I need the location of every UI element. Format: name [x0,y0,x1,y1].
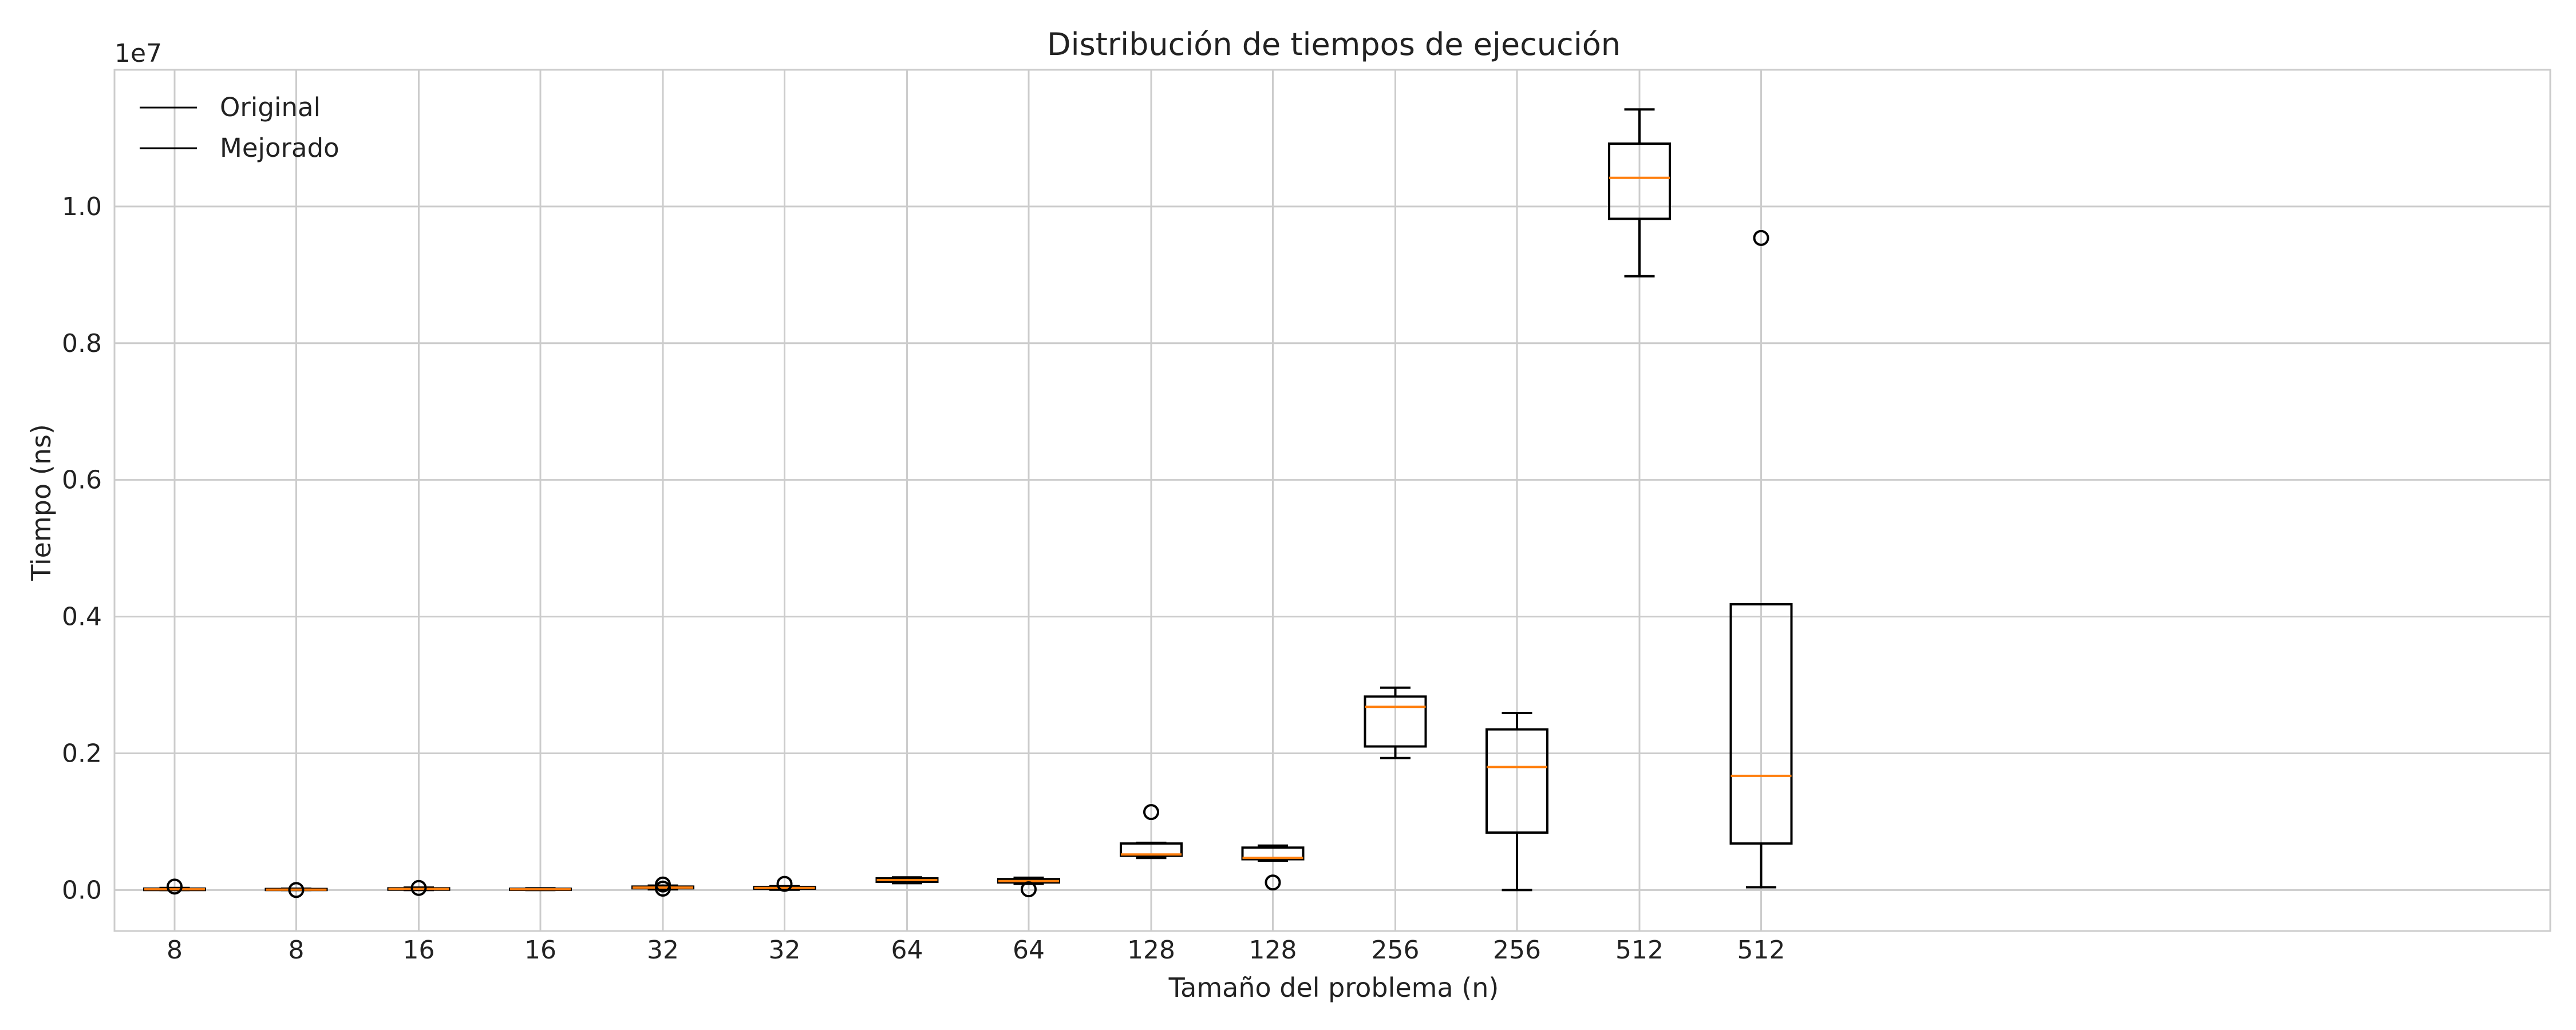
legend-label-original: Original [220,92,321,122]
box-body [1364,695,1427,748]
box-series [143,108,1793,898]
x-tick-label: 512 [1615,936,1664,965]
box-mejorado-16 [509,887,572,892]
y-tick-label: 0.8 [62,329,102,358]
box-original-16 [387,880,451,896]
outlier-point [1753,229,1769,246]
x-tick-label: 128 [1249,936,1297,965]
x-tick-labels: 8 8 16 16 32 32 64 64 128 128 256 256 512 512 [167,936,1785,965]
y-offset-label: 1e7 [114,39,162,68]
legend-label-mejorado: Mejorado [220,133,339,163]
box-original-256 [1364,686,1427,759]
y-tick-label: 1.0 [62,192,102,221]
x-tick-label: 16 [524,936,556,965]
grid [114,70,2550,931]
box-mejorado-512 [1729,229,1793,889]
x-tick-label: 32 [769,936,801,965]
box-original-8 [143,878,206,895]
outlier-point [1143,804,1159,821]
outlier-point [410,880,427,896]
x-tick-label: 64 [1013,936,1045,965]
legend: Original Mejorado [140,92,339,163]
outlier-point [655,876,671,893]
outlier-point [1265,874,1281,891]
box-body [1120,842,1183,857]
outlier-point [776,876,793,892]
x-tick-label: 256 [1493,936,1541,965]
x-tick-label: 512 [1737,936,1785,965]
y-tick-label: 0.4 [62,603,102,632]
box-mejorado-128 [1241,844,1305,891]
box-original-128 [1120,804,1183,859]
chart-title: Distribución de tiempos de ejecución [1047,26,1621,62]
x-tick-label: 16 [403,936,435,965]
box-original-32 [631,876,694,897]
x-tick-label: 8 [289,936,305,965]
box-original-64 [875,876,939,885]
box-original-512 [1608,108,1671,278]
x-tick-label: 8 [167,936,183,965]
box-mejorado-256 [1485,711,1548,892]
y-tick-labels: 0.0 0.2 0.4 0.6 0.8 1.0 [62,192,102,905]
box-body [1241,846,1305,861]
x-tick-label: 32 [647,936,679,965]
outlier-point [1021,881,1037,898]
y-tick-label: 0.6 [62,466,102,495]
y-tick-label: 0.0 [62,876,102,905]
y-axis-label: Tiempo (ns) [26,424,57,581]
box-body [1729,603,1793,845]
x-axis-label: Tamaño del problema (n) [1168,972,1499,1003]
x-tick-label: 256 [1372,936,1420,965]
box-mejorado-8 [264,882,328,898]
box-mejorado-64 [997,876,1060,898]
box-body [1485,728,1548,834]
outlier-point [167,878,183,895]
x-tick-label: 64 [891,936,923,965]
box-mejorado-32 [753,876,816,892]
y-tick-label: 0.2 [62,739,102,768]
box-body [1608,142,1671,220]
outlier-point [288,882,305,898]
plot-frame [113,69,2551,932]
x-tick-label: 128 [1127,936,1175,965]
